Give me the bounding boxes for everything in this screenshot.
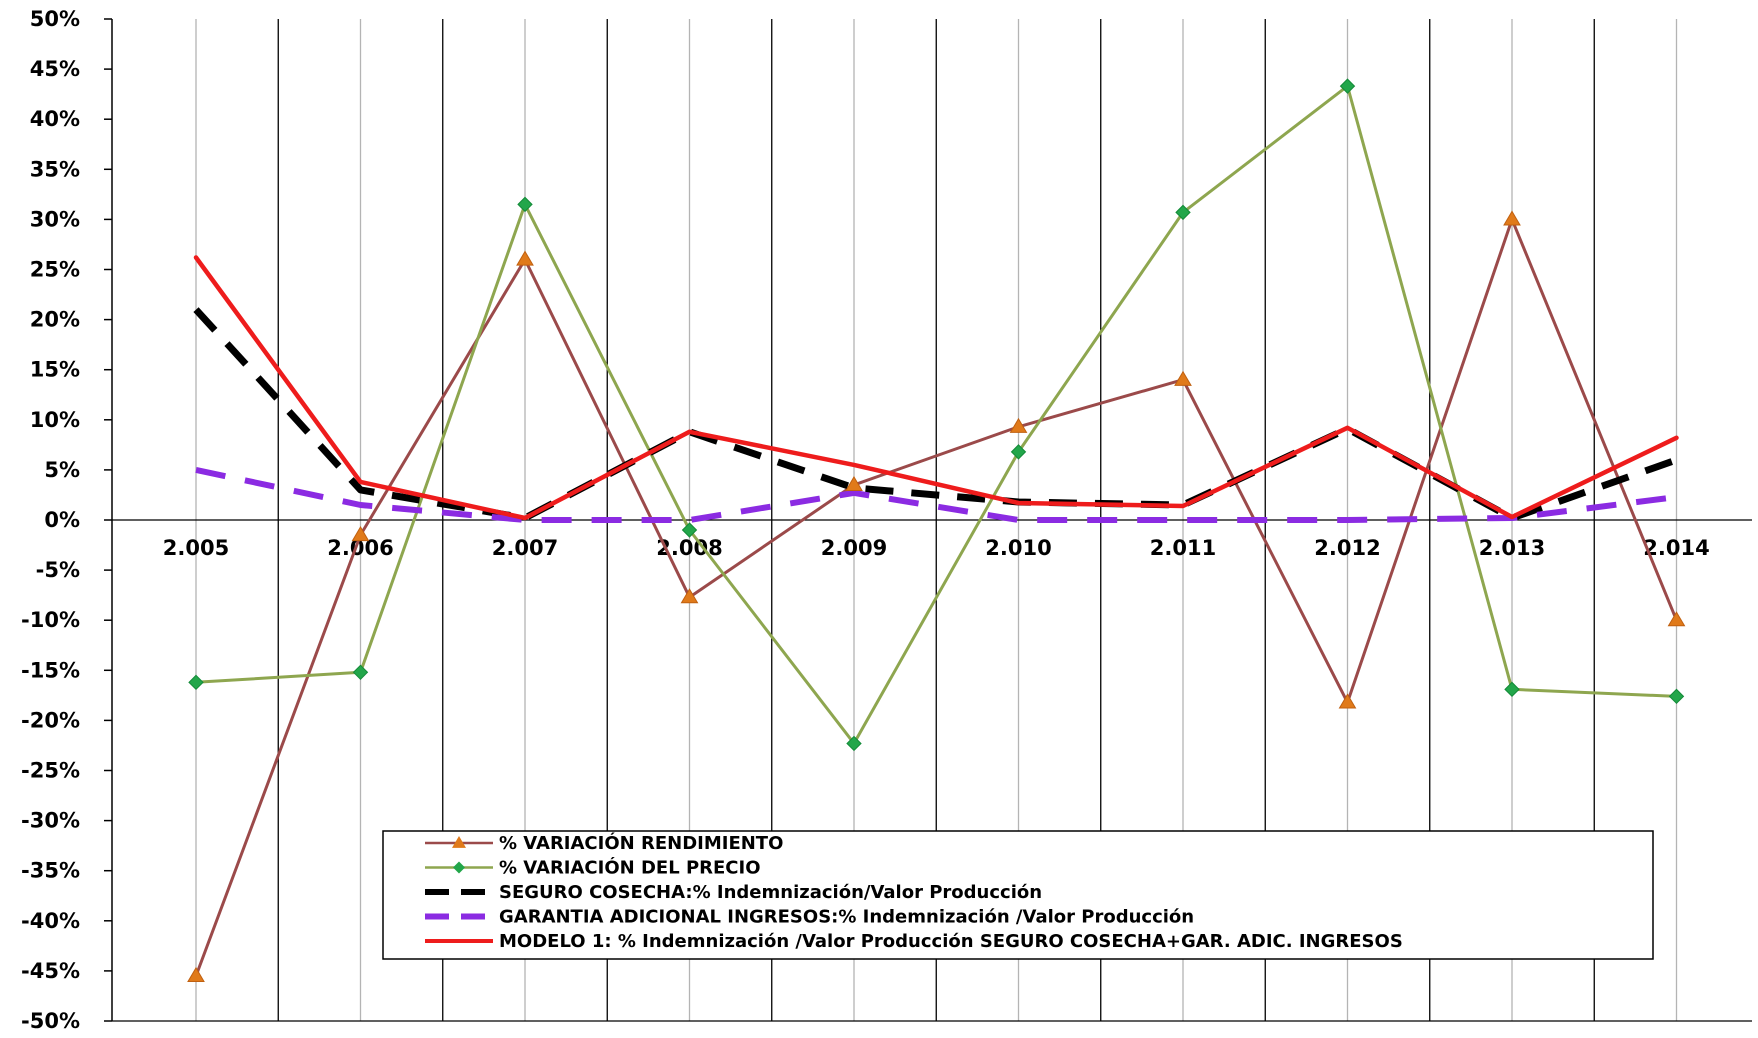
data-point-triangle [845, 475, 863, 492]
data-point-diamond [681, 522, 698, 538]
y-tick-label: 50% [30, 7, 80, 31]
y-tick-label: -5% [36, 558, 80, 582]
x-tick-label: 2.012 [1314, 536, 1380, 560]
y-tick-label: 10% [30, 408, 80, 432]
y-tick-label: 45% [30, 57, 80, 81]
legend-label: GARANTIA ADICIONAL INGRESOS:% Indemnizac… [499, 907, 1194, 928]
legend-label: MODELO 1: % Indemnización /Valor Producc… [499, 931, 1403, 952]
data-point-triangle [187, 966, 205, 983]
x-tick-label: 2.007 [492, 536, 558, 560]
series-line-1 [194, 84, 1678, 745]
data-point-diamond [517, 196, 533, 213]
y-tick-label: 30% [30, 207, 80, 231]
data-point-diamond [1010, 444, 1027, 460]
data-point-diamond [188, 674, 204, 691]
legend-label: % VARIACIÓN DEL PRECIO [499, 857, 761, 879]
x-axis-ticks: 2.005 2.006 2.007 2.008 2.009 2.010 2.011 2.012… [163, 536, 1710, 560]
data-point-diamond [846, 735, 862, 752]
series-line-4 [193, 255, 1679, 521]
data-point-diamond [1668, 688, 1685, 705]
x-tick-label: 2.009 [821, 536, 887, 560]
data-point-triangle [1009, 417, 1028, 433]
x-tick-label: 2.011 [1150, 536, 1216, 560]
y-tick-label: -10% [21, 608, 80, 632]
series-markers [187, 78, 1686, 983]
data-point-diamond [1175, 204, 1191, 221]
data-point-triangle [351, 526, 370, 542]
y-tick-label: 25% [30, 258, 80, 282]
y-tick-label: 20% [30, 308, 80, 332]
y-tick-label: -30% [21, 809, 80, 833]
y-tick-label: 0% [44, 508, 80, 532]
y-tick-label: -35% [21, 859, 80, 883]
legend: % VARIACIÓN RENDIMIENTO % VARIACIÓN DEL P… [382, 830, 1654, 960]
data-point-triangle [680, 588, 699, 604]
y-tick-label: 15% [30, 358, 80, 382]
y-tick-label: -40% [21, 909, 80, 933]
legend-box [382, 830, 1654, 960]
y-axis-ticks: 50% 45% 40% 35% 30% 25% 20% 15% 10% 5% 0% -5% -10% -1… [21, 7, 112, 1033]
y-tick-label: -45% [21, 959, 80, 983]
y-tick-label: 5% [44, 458, 80, 482]
series-line-2 [193, 307, 1678, 522]
data-point-triangle [1174, 370, 1192, 386]
legend-label: SEGURO COSECHA:% Indemnización/Valor Pro… [499, 882, 1042, 903]
y-tick-label: 40% [30, 107, 80, 131]
y-tick-label: -50% [21, 1009, 80, 1033]
y-tick-label: -20% [21, 708, 80, 732]
series-line-0 [194, 217, 1678, 978]
data-point-triangle [1667, 611, 1686, 627]
series-line-3 [195, 466, 1677, 523]
data-point-diamond [1339, 78, 1356, 94]
x-tick-label: 2.005 [163, 536, 229, 560]
legend-marker-diamond [453, 861, 465, 874]
data-point-diamond [1504, 681, 1520, 698]
x-tick-label: 2.008 [656, 536, 722, 560]
series-lines [193, 84, 1679, 978]
x-tick-label: 2.010 [985, 536, 1051, 560]
data-point-triangle [516, 250, 534, 266]
x-tick-label: 2.014 [1643, 536, 1709, 560]
data-point-triangle [1338, 693, 1357, 709]
legend-label: % VARIACIÓN RENDIMIENTO [499, 832, 783, 854]
data-point-triangle [1503, 210, 1521, 226]
y-tick-label: -25% [21, 759, 80, 783]
legend-marker-triangle [452, 836, 466, 848]
data-point-diamond [352, 664, 369, 681]
y-tick-label: -15% [21, 658, 80, 682]
x-tick-label: 2.013 [1479, 536, 1545, 560]
y-tick-label: 35% [30, 157, 80, 181]
